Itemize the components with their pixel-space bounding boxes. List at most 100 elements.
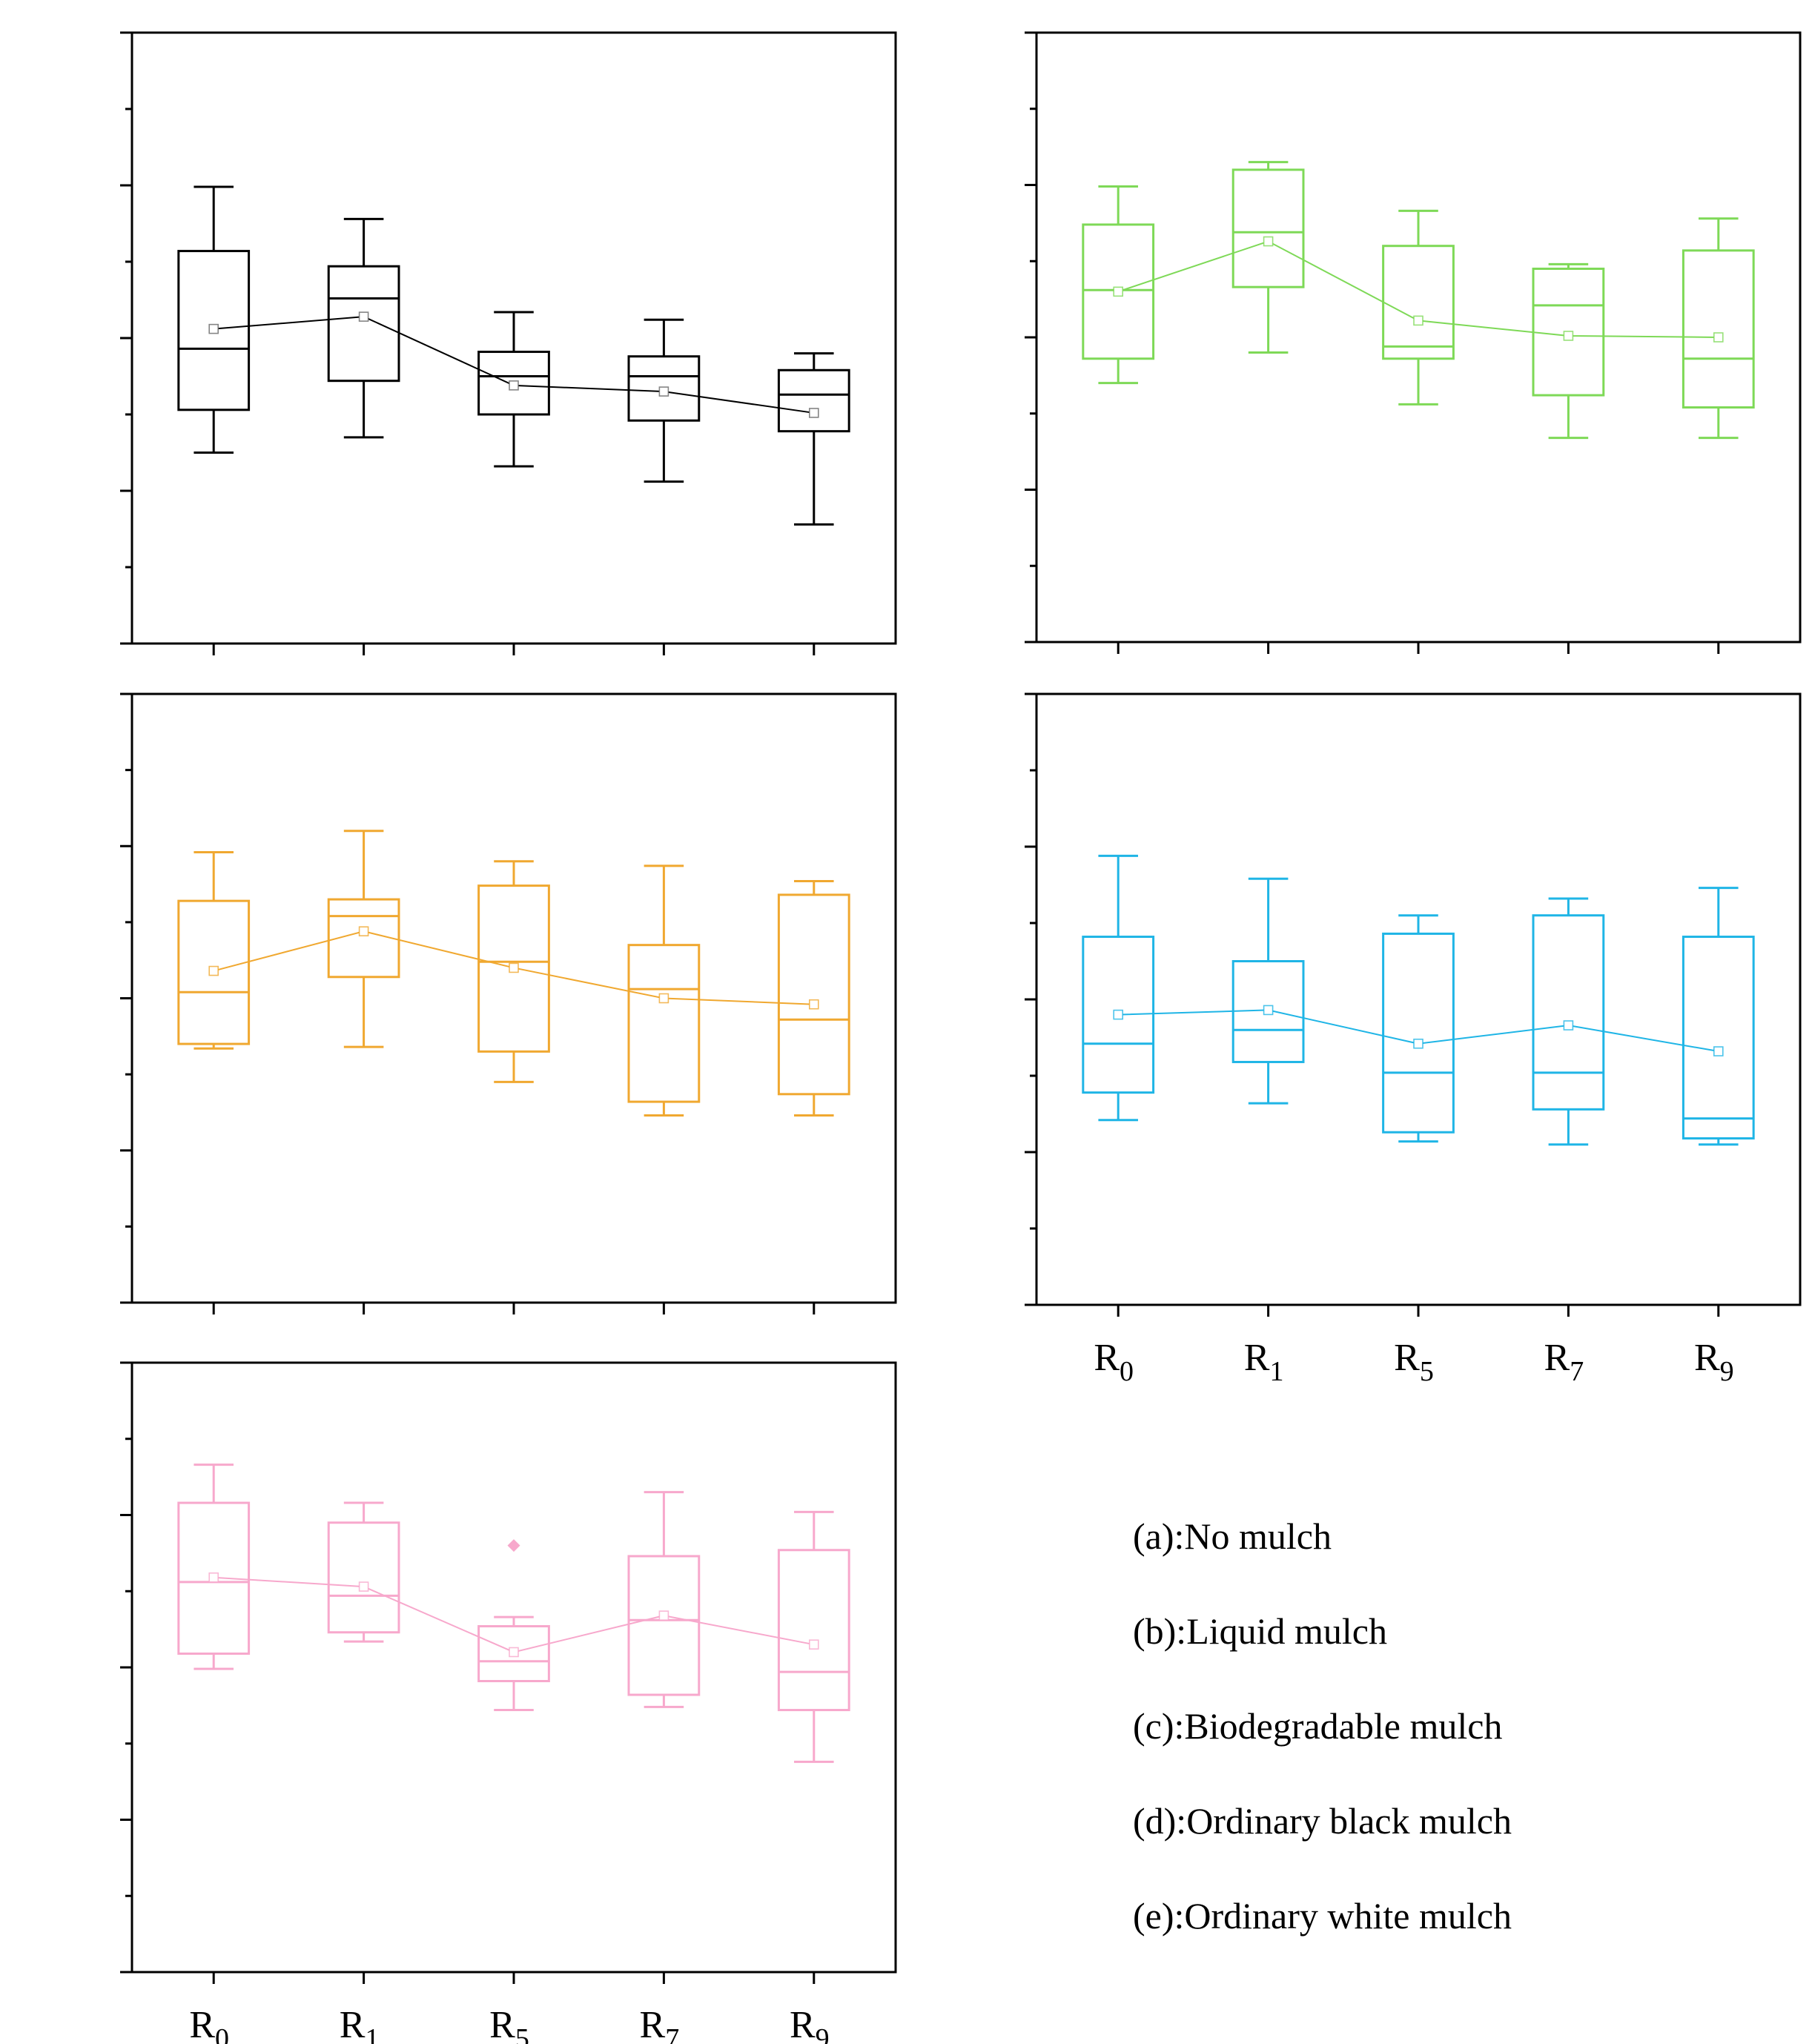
iqr-box (1682, 936, 1755, 1140)
box-R5 (1382, 209, 1455, 406)
mean-marker (509, 380, 519, 391)
iqr-box (777, 893, 850, 1096)
iqr-box (477, 351, 550, 416)
box-R9 (777, 879, 850, 1117)
iqr-box (1382, 932, 1455, 1134)
box-R9 (1682, 217, 1755, 440)
x-tick-base: R (1544, 1337, 1570, 1379)
mean-marker (208, 1572, 219, 1583)
iqr-box (777, 368, 850, 433)
x-tick-label: R5 (1394, 1337, 1434, 1387)
box-R1 (327, 1501, 400, 1643)
x-tick-subscript: 9 (1720, 1356, 1734, 1387)
box-R7 (627, 864, 701, 1117)
mean-marker (658, 386, 669, 397)
mean-marker (208, 323, 219, 334)
box-R1 (327, 217, 400, 439)
x-tick-subscript: 1 (365, 2023, 379, 2044)
iqr-box (1382, 245, 1455, 360)
iqr-box (1231, 168, 1305, 288)
chart-panel-d: R0 R1 R5 R7 R9 (1025, 692, 1802, 1387)
x-tick-subscript: 7 (1570, 1356, 1584, 1387)
x-tick-label: R9 (790, 2004, 830, 2044)
x-tick-subscript: 0 (215, 2023, 229, 2044)
x-tick-base: R (1394, 1337, 1420, 1379)
mean-marker (1263, 1005, 1274, 1016)
box-R1 (1231, 161, 1305, 354)
mean-marker (808, 408, 819, 418)
chart-panel-b (1025, 31, 1802, 654)
mean-marker (1713, 332, 1724, 343)
mean-marker (1413, 1038, 1424, 1049)
x-tick-subscript: 5 (1420, 1356, 1434, 1387)
x-tick-base: R (640, 2004, 666, 2044)
iqr-box (1682, 249, 1755, 409)
mean-marker (658, 993, 669, 1004)
x-tick-base: R (790, 2004, 816, 2044)
box-R5 (1382, 914, 1455, 1143)
x-tick-label: R0 (1094, 1337, 1134, 1387)
legend-item-c: (c):Biodegradable mulch (1133, 1705, 1502, 1747)
mean-marker (1563, 1020, 1574, 1031)
x-tick-base: R (1094, 1337, 1120, 1379)
iqr-box (627, 944, 701, 1103)
box-R9 (1682, 887, 1755, 1146)
iqr-box (1532, 914, 1605, 1111)
box-R9 (777, 352, 850, 526)
mean-marker (808, 1639, 819, 1650)
mean-marker (1263, 236, 1274, 247)
x-tick-label: R5 (489, 2004, 529, 2044)
iqr-box (1082, 223, 1155, 360)
x-tick-base: R (489, 2004, 515, 2044)
mean-marker (1113, 1009, 1124, 1020)
chart-panel-e: R0 R1 R5 R7 R9 (120, 1361, 897, 2044)
box-R0 (1082, 185, 1155, 385)
mean-marker (808, 999, 819, 1010)
x-tick-subscript: 0 (1120, 1356, 1134, 1387)
legend-item-d: (d):Ordinary black mulch (1133, 1800, 1512, 1842)
mean-marker (358, 1581, 369, 1592)
x-tick-subscript: 9 (816, 2023, 830, 2044)
mean-marker (208, 965, 219, 976)
x-tick-subscript: 7 (665, 2023, 679, 2044)
legend-item-a: (a):No mulch (1133, 1515, 1332, 1557)
chart-panel-c (120, 692, 897, 1314)
x-tick-base: R (1694, 1337, 1720, 1379)
mean-marker (509, 1647, 519, 1658)
box-R7 (627, 1491, 701, 1708)
iqr-box (327, 1521, 400, 1634)
iqr-box (777, 1549, 850, 1712)
x-tick-label: R1 (1244, 1337, 1284, 1387)
box-R9 (777, 1510, 850, 1763)
mean-marker (358, 926, 369, 936)
mean-marker (1413, 315, 1424, 326)
x-tick-subscript: 1 (1269, 1356, 1283, 1387)
x-tick-label: R7 (1544, 1337, 1584, 1387)
legend: (a):No mulch (b):Liquid mulch (c):Biodeg… (1133, 1515, 1512, 1936)
box-R7 (1532, 897, 1605, 1146)
legend-item-b: (b):Liquid mulch (1133, 1610, 1387, 1652)
x-tick-subscript: 5 (515, 2023, 529, 2044)
mean-marker (358, 311, 369, 322)
mean-marker (658, 1610, 669, 1621)
chart-panel-a (120, 31, 897, 655)
x-tick-base: R (1244, 1337, 1270, 1379)
x-tick-base: R (189, 2004, 215, 2044)
box-R5 (477, 311, 550, 468)
x-tick-label: R0 (189, 2004, 229, 2044)
x-tick-label: R7 (640, 2004, 680, 2044)
mean-marker (1713, 1046, 1724, 1056)
mean-marker (1563, 331, 1574, 341)
x-tick-label: R9 (1694, 1337, 1734, 1387)
iqr-box (627, 1555, 701, 1696)
iqr-box (327, 265, 400, 383)
x-tick-base: R (340, 2004, 366, 2044)
mean-marker (1113, 286, 1124, 297)
legend-item-e: (e):Ordinary white mulch (1133, 1895, 1512, 1936)
outlier-point (507, 1539, 520, 1552)
x-tick-label: R1 (340, 2004, 380, 2044)
mean-marker (509, 962, 519, 973)
